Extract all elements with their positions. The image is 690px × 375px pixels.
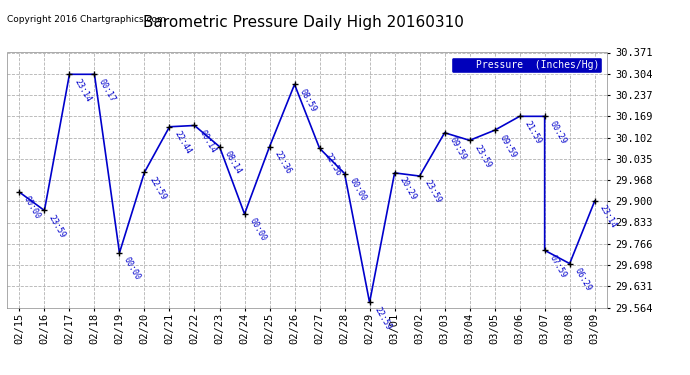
Text: 09:59: 09:59 [497, 133, 518, 159]
Text: 06:29: 06:29 [573, 266, 593, 292]
Text: 23:59: 23:59 [473, 143, 493, 169]
Text: 20:29: 20:29 [397, 176, 417, 202]
Text: 22:44: 22:44 [172, 129, 193, 156]
Text: 00:14: 00:14 [197, 128, 217, 154]
Text: Copyright 2016 Chartgraphics.com: Copyright 2016 Chartgraphics.com [7, 15, 166, 24]
Text: 22:59: 22:59 [373, 305, 393, 332]
Legend: Pressure  (Inches/Hg): Pressure (Inches/Hg) [451, 57, 602, 73]
Text: 07:59: 07:59 [547, 253, 568, 279]
Text: 22:59: 22:59 [147, 175, 168, 201]
Text: 00:29: 00:29 [547, 119, 568, 145]
Text: 23:14: 23:14 [72, 77, 92, 103]
Text: 23:59: 23:59 [422, 179, 443, 205]
Text: 08:14: 08:14 [222, 150, 243, 176]
Text: Barometric Pressure Daily High 20160310: Barometric Pressure Daily High 20160310 [143, 15, 464, 30]
Text: 23:59: 23:59 [47, 213, 68, 239]
Text: 21:59: 21:59 [522, 119, 543, 145]
Text: 09:59: 09:59 [447, 135, 468, 162]
Text: 08:59: 08:59 [297, 87, 317, 113]
Text: 22:36: 22:36 [273, 150, 293, 176]
Text: 00:00: 00:00 [247, 217, 268, 243]
Text: 00:17: 00:17 [97, 77, 117, 103]
Text: 00:00: 00:00 [122, 256, 143, 282]
Text: 22:56: 22:56 [322, 151, 343, 177]
Text: 00:00: 00:00 [22, 195, 43, 221]
Text: 23:14: 23:14 [598, 204, 618, 230]
Text: 00:00: 00:00 [347, 176, 368, 203]
